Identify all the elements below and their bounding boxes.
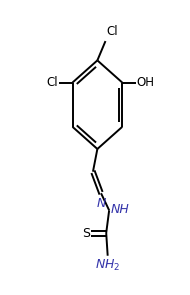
Text: S: S (82, 227, 90, 240)
Text: OH: OH (137, 76, 155, 89)
Text: Cl: Cl (106, 25, 118, 38)
Text: N: N (97, 197, 106, 210)
Text: NH: NH (110, 203, 129, 216)
Text: Cl: Cl (46, 76, 58, 89)
Text: NH$_2$: NH$_2$ (95, 258, 120, 273)
